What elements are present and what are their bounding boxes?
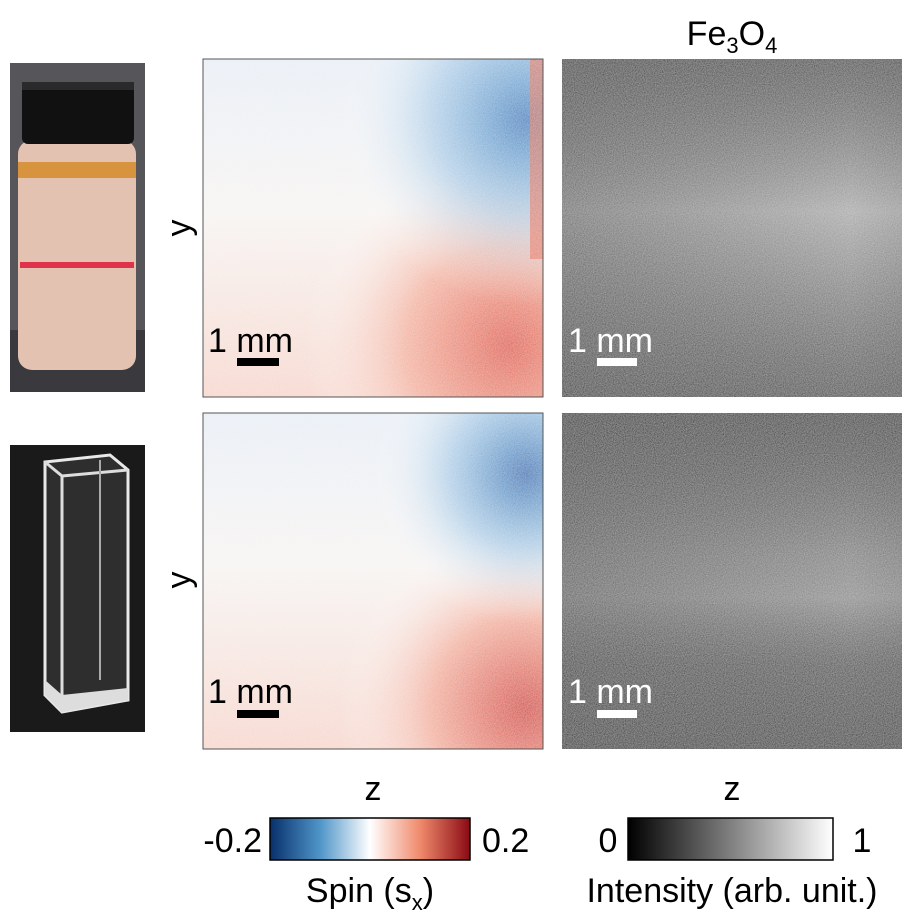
label-sub: x: [412, 890, 423, 915]
colorbar-label: Spin (sx): [306, 872, 434, 915]
scale-bar-label: 1 mm: [208, 322, 293, 360]
row-axis-label: y: [160, 220, 198, 237]
colorbar: [627, 817, 834, 861]
intensity-map: [562, 413, 902, 749]
scale-bar: [597, 710, 637, 718]
scale-bar: [597, 358, 637, 366]
colorbar-label: Intensity (arb. unit.): [586, 872, 877, 910]
scale-bar-label: 1 mm: [568, 673, 653, 711]
title-sub: 3: [726, 33, 738, 58]
scale-bar: [237, 358, 279, 366]
column-axis-label: z: [365, 770, 382, 808]
intensity-map: [562, 59, 902, 397]
spin-map: [203, 59, 543, 397]
column-axis-label: z: [724, 770, 741, 808]
colorbar-min: -0.2: [203, 822, 262, 860]
scale-bar-label: 1 mm: [568, 322, 653, 360]
colorbar-min: 0: [599, 822, 618, 860]
title-part: Fe: [687, 15, 727, 53]
vial-photo: [10, 63, 145, 392]
colorbar-max: 0.2: [482, 822, 529, 860]
row-axis-label: y: [160, 572, 198, 589]
cuvette-photo: [10, 445, 145, 732]
figure-title: Fe3O4: [687, 15, 778, 58]
scale-bar: [237, 710, 279, 718]
title-part: O: [739, 15, 765, 53]
title-sub: 4: [765, 33, 777, 58]
colorbar: [269, 817, 471, 861]
map-frame: [202, 412, 544, 750]
colorbar-max: 1: [853, 822, 872, 860]
scale-bar-label: 1 mm: [208, 673, 293, 711]
map-frame: [202, 58, 544, 398]
label-part: ): [423, 872, 434, 910]
label-part: Spin (s: [306, 872, 412, 910]
spin-map: [203, 413, 543, 749]
